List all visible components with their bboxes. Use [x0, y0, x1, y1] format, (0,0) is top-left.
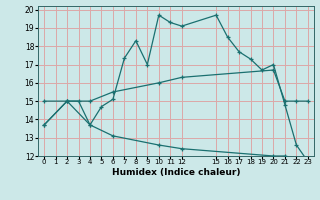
- X-axis label: Humidex (Indice chaleur): Humidex (Indice chaleur): [112, 168, 240, 177]
